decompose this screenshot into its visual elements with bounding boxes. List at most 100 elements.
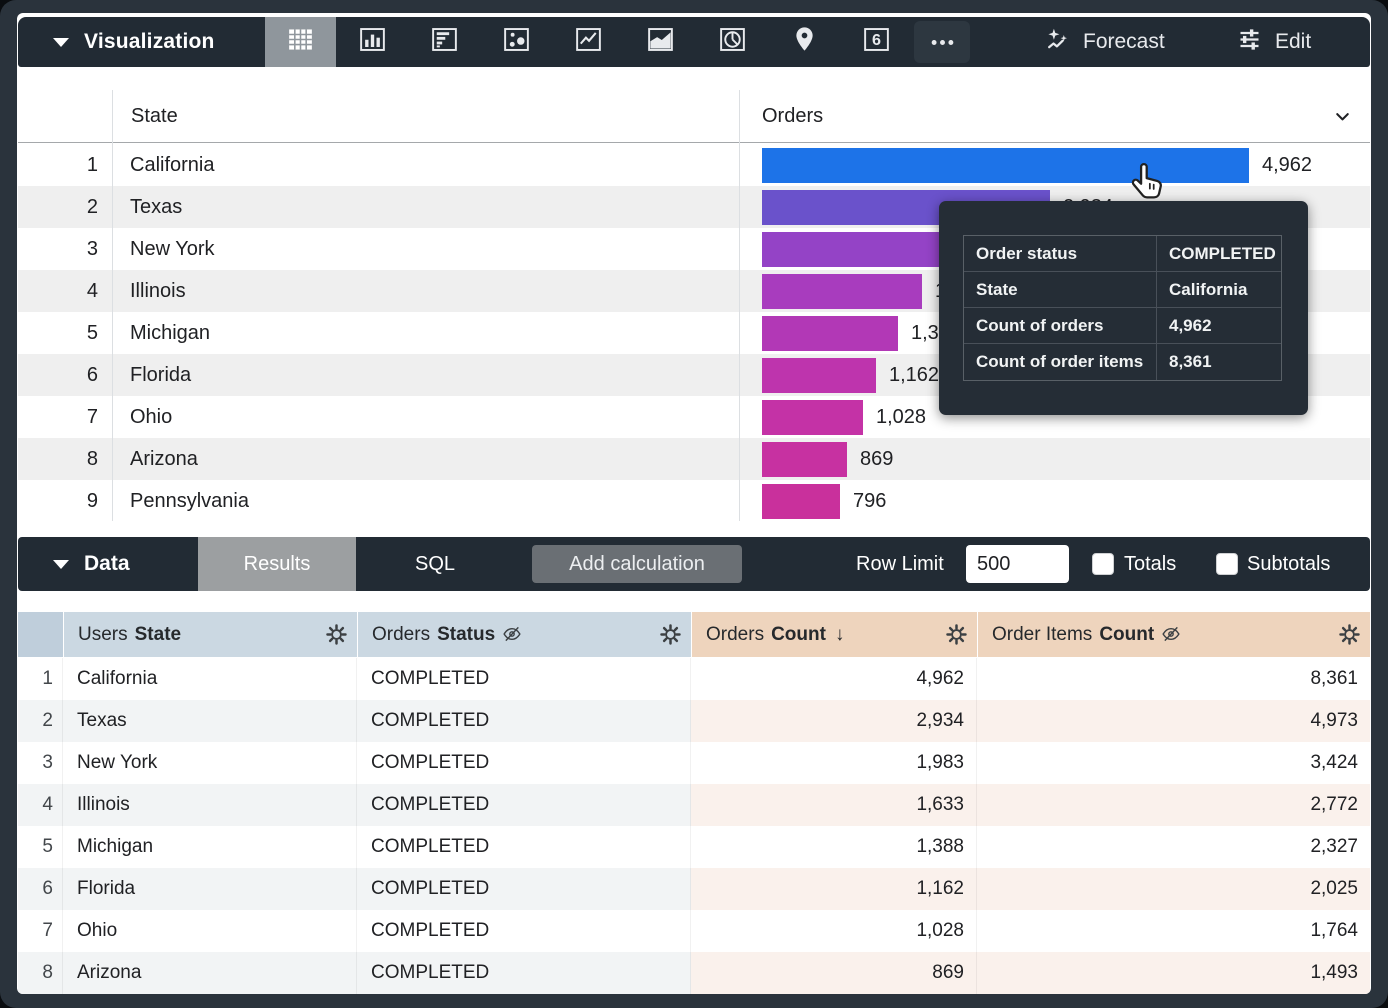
state-cell[interactable]: Texas <box>130 195 183 218</box>
users-state-cell[interactable]: Illinois <box>63 784 357 826</box>
header-field: Count <box>771 623 826 645</box>
state-cell[interactable]: Illinois <box>130 279 186 302</box>
viz-type-column-chart-icon[interactable] <box>336 17 408 67</box>
users-state-cell[interactable]: New York <box>63 742 357 784</box>
visualization-dropdown[interactable]: Visualization <box>18 17 215 67</box>
row-number-header <box>18 612 63 657</box>
viz-type-map-pin-icon[interactable] <box>768 17 840 67</box>
orders-bar[interactable] <box>762 483 840 519</box>
users-state-cell[interactable]: Florida <box>63 868 357 910</box>
viz-type-bar-chart-icon[interactable] <box>408 17 480 67</box>
row-number: 3 <box>18 742 63 784</box>
gear-icon[interactable] <box>945 623 968 652</box>
orders-status-cell[interactable]: COMPLETED <box>357 742 691 784</box>
order-items-count-cell[interactable]: 2,772 <box>977 784 1370 826</box>
subtotals-checkbox[interactable] <box>1216 553 1238 575</box>
viz-row-california[interactable]: 1 California 4,962 <box>18 144 1370 186</box>
viz-type-pie-chart-icon[interactable] <box>696 17 768 67</box>
chart-type-switcher: 6 <box>265 17 972 67</box>
orders-bar-cell: 4,962 <box>739 144 1370 186</box>
users-state-cell[interactable]: Arizona <box>63 952 357 994</box>
orders-count-cell[interactable]: 1,162 <box>691 868 977 910</box>
state-cell[interactable]: California <box>130 153 215 176</box>
order-items-count-cell[interactable]: 3,424 <box>1310 752 1358 773</box>
orders-bar[interactable] <box>762 273 922 309</box>
orders-bar-cell: 1,162 <box>739 354 1370 396</box>
viz-type-more-icon[interactable] <box>912 17 972 67</box>
orders-status-cell[interactable]: COMPLETED <box>357 868 691 910</box>
gear-icon[interactable] <box>1338 623 1361 652</box>
orders-bar[interactable] <box>762 231 957 267</box>
state-cell[interactable]: New York <box>130 237 215 260</box>
column-header-orders-status[interactable]: Orders Status <box>358 612 691 657</box>
orders-bar[interactable] <box>762 441 847 477</box>
table-row-new-york: 3 New York COMPLETED 1,983 3,424 <box>18 742 1370 784</box>
order-items-count-cell[interactable]: 2,327 <box>1310 836 1358 857</box>
viz-type-table-chart-icon[interactable] <box>265 17 336 67</box>
viz-column-state[interactable]: State <box>131 105 178 127</box>
add-calculation-button[interactable]: Add calculation <box>532 545 742 583</box>
orders-status-cell[interactable]: COMPLETED <box>357 784 691 826</box>
row-number: 4 <box>18 784 63 826</box>
edit-label: Edit <box>1275 30 1312 53</box>
order-items-count-cell[interactable]: 1,764 <box>1310 920 1358 941</box>
gear-icon[interactable] <box>325 623 348 652</box>
tooltip-value: COMPLETED <box>1169 243 1276 263</box>
orders-status-cell[interactable]: COMPLETED <box>357 658 691 700</box>
state-cell[interactable]: Michigan <box>130 321 211 344</box>
forecast-button[interactable]: Forecast <box>1044 17 1165 67</box>
orders-count-cell[interactable]: 2,934 <box>691 700 977 742</box>
viz-type-single-value-icon[interactable]: 6 <box>840 17 912 67</box>
users-state-cell[interactable]: Michigan <box>63 826 357 868</box>
orders-bar[interactable] <box>762 315 898 351</box>
orders-status-cell[interactable]: COMPLETED <box>357 952 691 994</box>
totals-checkbox[interactable] <box>1092 553 1114 575</box>
viz-row-michigan[interactable]: 5 Michigan 1,388 <box>18 312 1370 354</box>
order-items-count-cell[interactable]: 1,493 <box>977 952 1370 994</box>
orders-status-cell[interactable]: COMPLETED <box>357 826 691 868</box>
row-limit-input[interactable] <box>966 545 1069 583</box>
column-header-order-items-count[interactable]: Order Items Count <box>978 612 1370 657</box>
viz-type-area-chart-icon[interactable] <box>624 17 696 67</box>
order-items-count-cell[interactable]: 4,973 <box>977 700 1370 742</box>
order-items-count-cell[interactable]: 8,361 <box>1310 668 1358 689</box>
orders-count-cell[interactable]: 1,983 <box>691 742 977 784</box>
viz-row-arizona[interactable]: 8 Arizona 869 <box>18 438 1370 480</box>
data-dropdown[interactable]: Data <box>18 537 130 591</box>
viz-row-pennsylvania[interactable]: 9 Pennsylvania 796 <box>18 480 1370 522</box>
column-header-orders-count[interactable]: Orders Count ↓ <box>692 612 977 657</box>
state-cell[interactable]: Florida <box>130 363 192 386</box>
bar-chart-icon <box>429 24 460 60</box>
viz-column-orders[interactable]: Orders <box>762 105 824 127</box>
orders-status-cell[interactable]: COMPLETED <box>357 700 691 742</box>
tab-results[interactable]: Results <box>198 537 356 591</box>
orders-count-cell[interactable]: 1,388 <box>691 826 977 868</box>
state-cell[interactable]: Arizona <box>130 447 198 470</box>
row-number: 2 <box>86 195 98 218</box>
users-state-cell[interactable]: California <box>63 658 357 700</box>
viz-row-ohio[interactable]: 7 Ohio 1,028 <box>18 396 1370 438</box>
order-items-count-cell[interactable]: 2,025 <box>977 868 1370 910</box>
column-header-users-state[interactable]: Users State <box>64 612 357 657</box>
orders-status-cell[interactable]: COMPLETED <box>357 910 691 952</box>
state-cell[interactable]: Ohio <box>130 405 173 428</box>
viz-type-scatter-chart-icon[interactable] <box>480 17 552 67</box>
tab-sql[interactable]: SQL <box>414 552 456 575</box>
edit-button[interactable]: Edit <box>1236 17 1311 67</box>
orders-count-cell[interactable]: 4,962 <box>691 658 977 700</box>
users-state-cell[interactable]: Ohio <box>63 910 357 952</box>
state-cell[interactable]: Pennsylvania <box>130 489 249 512</box>
viz-type-line-chart-icon[interactable] <box>552 17 624 67</box>
orders-bar[interactable] <box>762 399 863 435</box>
users-state-cell[interactable]: Texas <box>63 700 357 742</box>
orders-count-cell[interactable]: 869 <box>691 952 977 994</box>
orders-count-cell[interactable]: 1,633 <box>691 784 977 826</box>
gear-icon[interactable] <box>659 623 682 652</box>
visualization-title: Visualization <box>84 30 215 53</box>
orders-count-cell[interactable]: 1,028 <box>691 910 977 952</box>
chevron-down-icon[interactable] <box>1331 105 1354 134</box>
orders-value-label: 4,962 <box>1262 153 1313 176</box>
orders-bar[interactable] <box>762 357 876 393</box>
orders-bar[interactable] <box>762 147 1249 183</box>
